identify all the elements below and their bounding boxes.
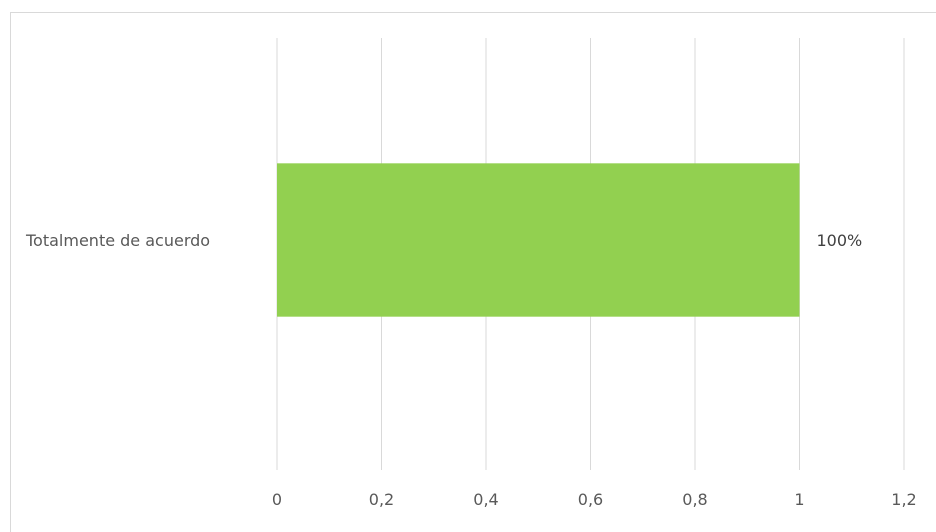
category-label: Totalmente de acuerdo <box>25 231 210 250</box>
data-labels: 100% <box>817 231 863 250</box>
category-labels: Totalmente de acuerdo <box>25 231 210 250</box>
x-tick-label: 0 <box>272 490 282 509</box>
bar <box>277 163 800 317</box>
x-tick-label: 1 <box>794 490 804 509</box>
x-tick-label: 0,2 <box>369 490 394 509</box>
bars <box>277 163 800 317</box>
bar-chart: Totalmente de acuerdo 0 0,2 0,4 0,6 0,8 1 1,2 … <box>25 38 917 509</box>
chart-frame <box>10 12 936 532</box>
x-tick-label: 0,6 <box>578 490 603 509</box>
x-axis-tick-labels: 0 0,2 0,4 0,6 0,8 1 1,2 <box>272 490 917 509</box>
x-tick-label: 0,4 <box>473 490 498 509</box>
x-tick-label: 1,2 <box>891 490 916 509</box>
x-tick-label: 0,8 <box>682 490 707 509</box>
data-label: 100% <box>817 231 863 250</box>
